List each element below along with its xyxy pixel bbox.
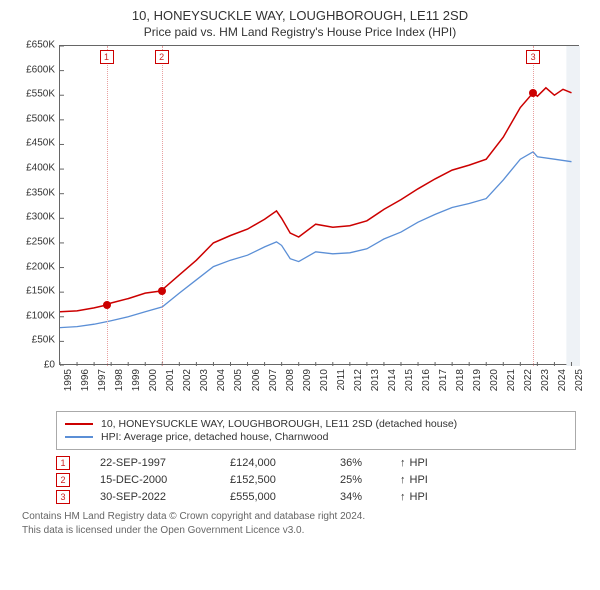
- chart-title-line1: 10, HONEYSUCKLE WAY, LOUGHBOROUGH, LE11 …: [12, 8, 588, 23]
- sale-row-box: 3: [56, 490, 70, 504]
- y-tick-label: £150K: [15, 286, 55, 297]
- sale-row: 3 30-SEP-2022£555,00034%↑ HPI: [56, 490, 576, 504]
- y-tick-label: £250K: [15, 236, 55, 247]
- sale-price: £152,500: [230, 474, 340, 486]
- x-tick-label: 1999: [131, 369, 142, 391]
- sale-vs: HPI: [410, 457, 428, 469]
- x-tick-label: 2000: [148, 369, 159, 391]
- sale-price: £124,000: [230, 457, 340, 469]
- series-hpi: [60, 152, 572, 328]
- sale-date: 22-SEP-1997: [100, 457, 230, 469]
- x-tick-label: 2017: [438, 369, 449, 391]
- y-tick-label: £600K: [15, 64, 55, 75]
- y-tick-label: £550K: [15, 89, 55, 100]
- sale-price: £555,000: [230, 491, 340, 503]
- sale-row-box: 1: [56, 456, 70, 470]
- legend-row: HPI: Average price, detached house, Char…: [65, 431, 567, 443]
- x-tick-label: 2002: [182, 369, 193, 391]
- x-tick-label: 1998: [114, 369, 125, 391]
- y-tick-label: £450K: [15, 138, 55, 149]
- sales-table: 122-SEP-1997£124,00036%↑HPI215-DEC-2000£…: [56, 456, 576, 504]
- sale-date: 15-DEC-2000: [100, 474, 230, 486]
- x-tick-label: 2006: [251, 369, 262, 391]
- sale-row: 1 22-SEP-1997£124,00036%↑ HPI: [56, 456, 576, 470]
- x-tick-label: 1997: [97, 369, 108, 391]
- sale-row-box: 2: [56, 473, 70, 487]
- x-tick-label: 2024: [557, 369, 568, 391]
- sale-marker-line: [162, 46, 163, 366]
- y-tick-label: £200K: [15, 261, 55, 272]
- plot-box: 1 2 3: [59, 45, 579, 365]
- arrow-up-icon: ↑: [400, 491, 406, 503]
- x-tick-label: 2014: [387, 369, 398, 391]
- legend-label: HPI: Average price, detached house, Char…: [101, 431, 328, 443]
- x-tick-label: 2018: [455, 369, 466, 391]
- shade-region: [566, 46, 580, 366]
- x-tick-label: 2011: [336, 369, 347, 391]
- arrow-up-icon: ↑: [400, 474, 406, 486]
- legend-swatch: [65, 423, 93, 425]
- sale-vs: HPI: [410, 474, 428, 486]
- y-tick-label: £50K: [15, 335, 55, 346]
- sale-row: 2 15-DEC-2000£152,50025%↑ HPI: [56, 473, 576, 487]
- sale-date: 30-SEP-2022: [100, 491, 230, 503]
- x-tick-label: 2015: [404, 369, 415, 391]
- sale-marker-box: 2: [155, 50, 169, 64]
- x-tick-label: 2023: [540, 369, 551, 391]
- x-tick-label: 1996: [80, 369, 91, 391]
- sale-marker-line: [107, 46, 108, 366]
- x-tick-label: 2025: [574, 369, 585, 391]
- y-tick-label: £0: [15, 360, 55, 371]
- arrow-up-icon: ↑: [400, 457, 406, 469]
- series-property: [60, 88, 572, 312]
- sale-marker-dot: [103, 301, 111, 309]
- sale-pct: 36%: [340, 457, 400, 469]
- x-tick-label: 2022: [523, 369, 534, 391]
- x-tick-label: 2021: [506, 369, 517, 391]
- legend-label: 10, HONEYSUCKLE WAY, LOUGHBOROUGH, LE11 …: [101, 418, 457, 430]
- chart-container: 10, HONEYSUCKLE WAY, LOUGHBOROUGH, LE11 …: [0, 0, 600, 590]
- sale-marker-box: 1: [100, 50, 114, 64]
- y-tick-label: £350K: [15, 187, 55, 198]
- x-tick-label: 2003: [199, 369, 210, 391]
- y-tick-label: £650K: [15, 40, 55, 51]
- chart-area: £0 £50K £100K £150K £200K £250K £300K £350K £400…: [15, 45, 585, 405]
- y-tick-label: £300K: [15, 212, 55, 223]
- x-tick-label: 2005: [233, 369, 244, 391]
- legend-swatch: [65, 436, 93, 438]
- x-tick-label: 2007: [268, 369, 279, 391]
- footer: Contains HM Land Registry data © Crown c…: [22, 510, 588, 537]
- x-tick-label: 2019: [472, 369, 483, 391]
- x-tick-label: 2009: [302, 369, 313, 391]
- x-tick-label: 2008: [285, 369, 296, 391]
- sale-pct: 25%: [340, 474, 400, 486]
- x-tick-label: 2001: [165, 369, 176, 391]
- x-tick-label: 2013: [370, 369, 381, 391]
- x-tick-label: 2012: [353, 369, 364, 391]
- footer-line1: Contains HM Land Registry data © Crown c…: [22, 510, 588, 524]
- legend: 10, HONEYSUCKLE WAY, LOUGHBOROUGH, LE11 …: [56, 411, 576, 450]
- sale-marker-box: 3: [526, 50, 540, 64]
- sale-marker-dot: [529, 89, 537, 97]
- x-tick-label: 2016: [421, 369, 432, 391]
- x-tick-label: 1995: [63, 369, 74, 391]
- y-tick-label: £100K: [15, 310, 55, 321]
- legend-row: 10, HONEYSUCKLE WAY, LOUGHBOROUGH, LE11 …: [65, 418, 567, 430]
- chart-svg: [60, 46, 580, 366]
- x-tick-label: 2004: [216, 369, 227, 391]
- sale-marker-dot: [158, 287, 166, 295]
- sale-vs: HPI: [410, 491, 428, 503]
- chart-title-line2: Price paid vs. HM Land Registry's House …: [12, 25, 588, 39]
- footer-line2: This data is licensed under the Open Gov…: [22, 524, 588, 538]
- sale-pct: 34%: [340, 491, 400, 503]
- x-tick-label: 2020: [489, 369, 500, 391]
- x-tick-label: 2010: [319, 369, 330, 391]
- y-tick-label: £500K: [15, 113, 55, 124]
- y-tick-label: £400K: [15, 163, 55, 174]
